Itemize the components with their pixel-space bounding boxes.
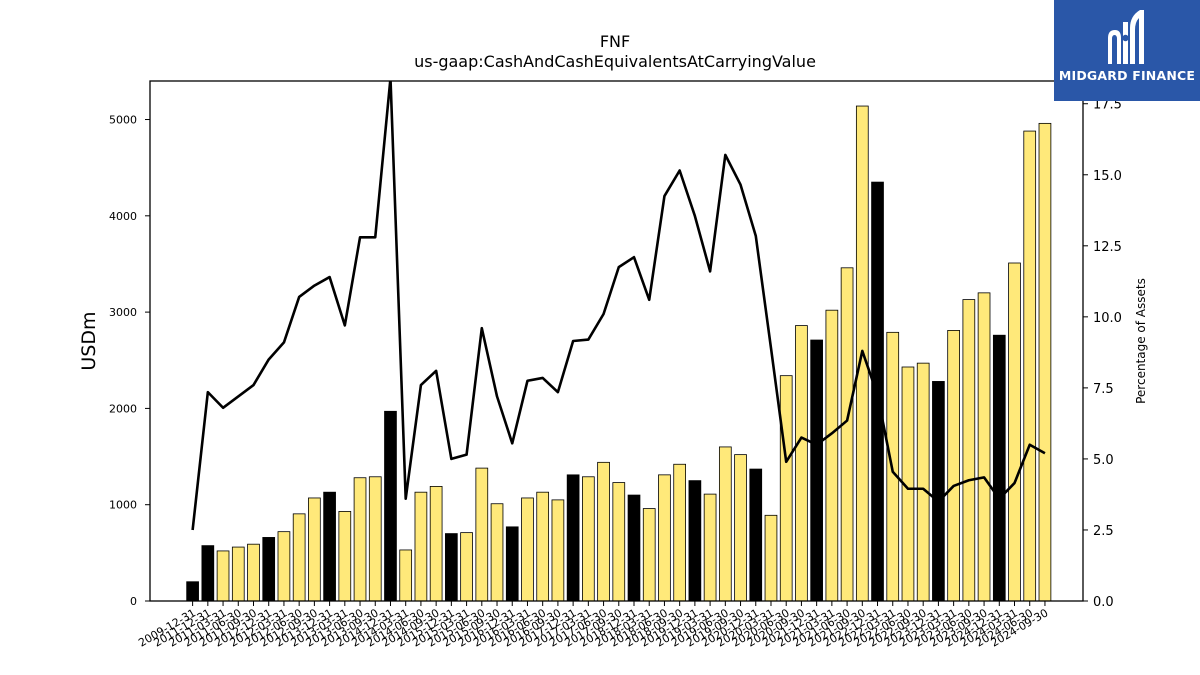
bar <box>186 581 199 602</box>
bar <box>247 543 260 602</box>
bar <box>505 526 519 602</box>
y-tick-label: 4000 <box>109 210 137 223</box>
y2-tick-label: 15.0 <box>1093 169 1122 184</box>
y2-tick-label: 2.5 <box>1093 524 1114 539</box>
bar <box>764 514 778 602</box>
y2-tick-label: 17.5 <box>1093 98 1122 113</box>
bar <box>825 309 839 602</box>
bar <box>353 477 367 602</box>
brand-logo: MIDGARD FINANCE <box>1054 0 1200 101</box>
bar <box>536 491 550 602</box>
bar <box>916 362 930 602</box>
bar <box>551 499 565 602</box>
y-tick-label: 0 <box>130 595 137 608</box>
bar <box>1023 130 1037 602</box>
bar <box>795 325 808 602</box>
bar <box>734 454 747 602</box>
bar <box>962 299 976 602</box>
bar <box>1038 122 1052 602</box>
bar <box>582 476 595 602</box>
bar <box>338 511 352 602</box>
y2-tick-label: 0.0 <box>1093 595 1114 610</box>
bar <box>490 503 504 602</box>
bar <box>703 493 717 602</box>
bar <box>566 474 580 602</box>
bar <box>612 482 626 602</box>
logo-text: MIDGARD FINANCE <box>1058 68 1196 83</box>
y-tick-label: 3000 <box>109 306 137 319</box>
bar <box>292 513 306 602</box>
y-tick-label: 2000 <box>109 402 137 415</box>
bar <box>977 292 991 602</box>
bar <box>627 494 641 602</box>
bar <box>368 476 382 602</box>
bar <box>779 375 793 602</box>
y2-tick-label: 7.5 <box>1093 382 1114 397</box>
y-axis-label: USDm <box>78 311 100 370</box>
percentage-line <box>191 81 1046 531</box>
bar <box>992 334 1006 602</box>
bar <box>475 467 489 602</box>
bar <box>947 330 960 602</box>
chart-title: FNF <box>599 32 631 51</box>
bar <box>840 267 854 602</box>
bar <box>262 537 276 602</box>
midgard-logo-icon <box>1108 10 1144 64</box>
bar <box>749 468 763 602</box>
bar <box>384 410 397 602</box>
bar <box>429 486 443 602</box>
bar <box>810 339 823 602</box>
bar <box>688 480 702 602</box>
bar <box>673 463 686 602</box>
bar <box>414 491 428 602</box>
plot-frame <box>149 80 1084 602</box>
bar <box>658 474 671 602</box>
bar <box>216 550 230 602</box>
y-tick-label: 5000 <box>109 114 137 127</box>
bar <box>1008 262 1021 602</box>
y2-tick-label: 12.5 <box>1093 240 1122 255</box>
bar <box>932 381 945 602</box>
bar <box>201 545 215 602</box>
bar <box>718 446 732 602</box>
y2-tick-label: 10.0 <box>1093 311 1122 326</box>
bar <box>521 497 534 602</box>
bar <box>231 546 245 602</box>
bar <box>460 532 473 602</box>
bar <box>445 533 458 602</box>
bar <box>399 549 413 602</box>
bar <box>308 497 321 602</box>
y-tick-label: 1000 <box>109 499 137 512</box>
bar <box>323 491 336 602</box>
y2-axis-label: Percentage of Assets <box>1134 278 1148 404</box>
bar <box>597 461 610 602</box>
bar <box>642 508 656 602</box>
y2-tick-label: 5.0 <box>1093 453 1114 468</box>
bar <box>277 531 291 602</box>
chart-subtitle: us-gaap:CashAndCashEquivalentsAtCarrying… <box>414 52 816 71</box>
